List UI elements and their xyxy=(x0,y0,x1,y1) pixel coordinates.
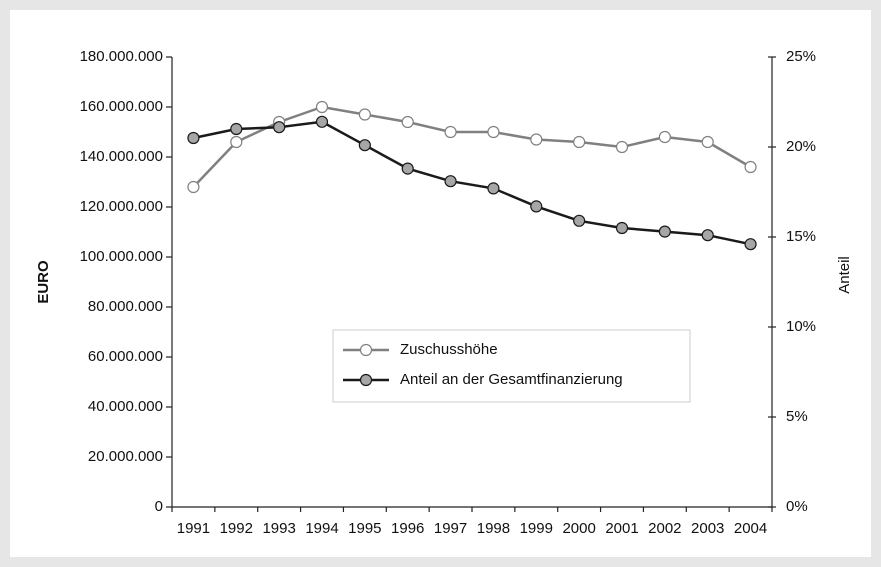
y-tick-label: 140.000.000 xyxy=(80,148,163,165)
plot-background xyxy=(10,10,871,557)
x-tick-label: 1997 xyxy=(434,520,467,537)
x-tick-label: 1996 xyxy=(391,520,424,537)
y2-tick-label: 15% xyxy=(786,228,816,245)
y-tick-label: 100.000.000 xyxy=(80,248,163,265)
data-point xyxy=(658,130,671,144)
data-point xyxy=(615,140,629,154)
y-tick-label: 20.000.000 xyxy=(88,448,163,465)
legend-marker xyxy=(359,373,373,387)
y-tick-label: 160.000.000 xyxy=(80,98,163,115)
legend-box xyxy=(332,329,691,403)
y2-tick-label: 20% xyxy=(786,138,816,155)
data-point xyxy=(230,122,243,136)
y-tick-label: 80.000.000 xyxy=(88,298,163,315)
y-axis-label: EURO xyxy=(35,260,52,304)
data-point xyxy=(401,115,414,129)
data-point xyxy=(358,139,371,152)
legend-marker xyxy=(359,343,373,357)
y-tick-label: 0 xyxy=(155,498,163,515)
x-tick-label: 2001 xyxy=(605,520,638,537)
data-point xyxy=(487,125,500,139)
data-point xyxy=(701,135,714,149)
data-point xyxy=(487,182,500,195)
x-tick-label: 2003 xyxy=(691,520,724,537)
data-point xyxy=(401,162,414,175)
y-tick-label: 120.000.000 xyxy=(80,198,163,215)
x-tick-label: 1995 xyxy=(348,520,381,537)
y2-tick-label: 25% xyxy=(786,48,816,65)
data-point xyxy=(744,160,757,174)
data-point xyxy=(744,238,757,251)
data-point xyxy=(573,214,586,227)
y-tick-label: 40.000.000 xyxy=(88,398,163,415)
data-point xyxy=(444,175,457,188)
data-point xyxy=(187,180,200,194)
data-point xyxy=(444,125,457,139)
data-point xyxy=(315,100,329,114)
y2-tick-label: 10% xyxy=(786,318,816,335)
y2-axis-label: Anteil xyxy=(836,256,853,294)
data-point xyxy=(230,135,243,149)
x-tick-label: 1993 xyxy=(262,520,295,537)
y2-tick-label: 5% xyxy=(786,408,808,425)
data-point xyxy=(530,200,543,213)
x-tick-label: 2000 xyxy=(562,520,595,537)
data-point xyxy=(358,108,371,121)
series-line xyxy=(193,120,751,246)
x-tick-label: 1991 xyxy=(177,520,210,537)
data-point xyxy=(701,229,714,242)
data-point xyxy=(273,121,286,134)
x-tick-label: 2002 xyxy=(648,520,681,537)
x-tick-label: 2004 xyxy=(734,520,767,537)
x-tick-label: 1998 xyxy=(477,520,510,537)
data-point xyxy=(615,221,629,235)
x-tick-label: 1992 xyxy=(220,520,253,537)
y2-tick-label: 0% xyxy=(786,498,808,515)
x-tick-label: 1999 xyxy=(520,520,553,537)
y-tick-label: 60.000.000 xyxy=(88,348,163,365)
y-tick-label: 180.000.000 xyxy=(80,48,163,65)
data-point xyxy=(187,131,200,145)
data-point xyxy=(315,115,329,128)
series-line xyxy=(192,105,752,188)
x-tick-label: 1994 xyxy=(305,520,338,537)
data-point xyxy=(530,133,543,146)
data-point xyxy=(658,225,671,238)
legend-label: Anteil an der Gesamtfinanzierung xyxy=(400,371,623,388)
data-point xyxy=(573,135,586,149)
legend-label: Zuschusshöhe xyxy=(400,341,498,358)
